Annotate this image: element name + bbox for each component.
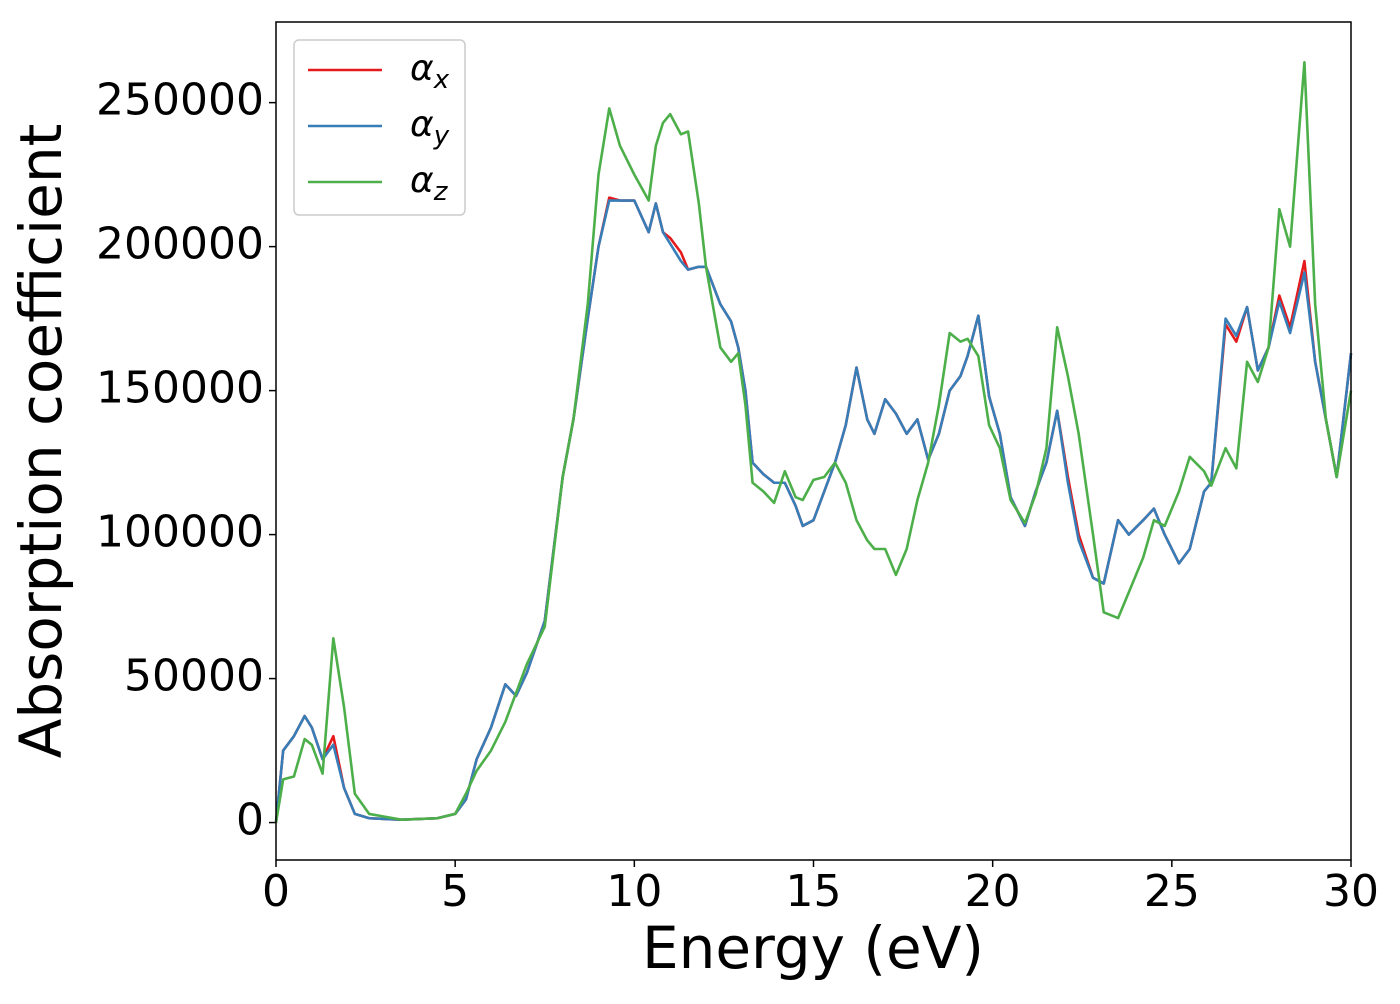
- x-tick-label: 25: [1144, 866, 1200, 917]
- x-tick-label: 30: [1323, 866, 1379, 917]
- x-tick-label: 5: [441, 866, 469, 917]
- data-line: [274, 61, 1353, 823]
- data-line: [274, 196, 1353, 823]
- y-tick-label: 250000: [96, 75, 264, 126]
- y-tick-label: 0: [236, 795, 264, 846]
- y-axis-label: Absorption coefficient: [7, 124, 75, 759]
- legend-label: αy: [410, 104, 450, 151]
- legend-box: [293, 39, 466, 216]
- x-tick-label: 15: [786, 866, 842, 917]
- x-tick-label: 20: [965, 866, 1021, 917]
- legend-label: αz: [410, 160, 449, 207]
- x-tick-label: 0: [262, 866, 290, 917]
- y-tick-label: 50000: [124, 651, 264, 702]
- x-tick-label: 10: [606, 866, 662, 917]
- y-tick-label: 100000: [96, 507, 264, 558]
- plot-frame: [275, 21, 1352, 861]
- data-line: [274, 199, 1353, 823]
- legend-label: αx: [410, 48, 450, 95]
- y-tick-label: 150000: [96, 363, 264, 414]
- x-axis-label: Energy (eV): [642, 914, 984, 982]
- y-tick-label: 200000: [96, 219, 264, 270]
